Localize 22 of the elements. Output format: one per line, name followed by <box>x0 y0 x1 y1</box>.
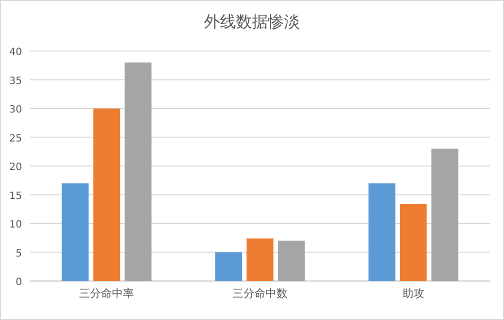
bar <box>124 62 152 281</box>
bar <box>246 238 274 281</box>
y-tick-label: 10 <box>9 220 22 230</box>
bar <box>431 148 458 281</box>
bar <box>368 183 396 281</box>
y-tick-label: 35 <box>9 76 22 87</box>
y-tick-label: 5 <box>16 248 22 260</box>
y-tick-label: 15 <box>9 190 22 202</box>
y-tick-label: 30 <box>9 104 22 116</box>
y-tick-label: 20 <box>9 162 22 173</box>
bar <box>278 240 305 281</box>
bar <box>93 108 120 281</box>
y-tick-label: 25 <box>9 133 22 144</box>
bar <box>62 183 89 281</box>
bar <box>400 204 427 281</box>
y-tick-label: 40 <box>9 47 22 58</box>
y-tick-label: 0 <box>16 277 22 288</box>
bar <box>215 252 242 281</box>
x-tick-label: 三分命中率 <box>79 287 134 300</box>
x-tick-label: 助攻 <box>402 287 424 300</box>
chart-title: 外线数据惨淡 <box>204 12 300 31</box>
x-tick-label: 三分命中数 <box>232 287 288 300</box>
